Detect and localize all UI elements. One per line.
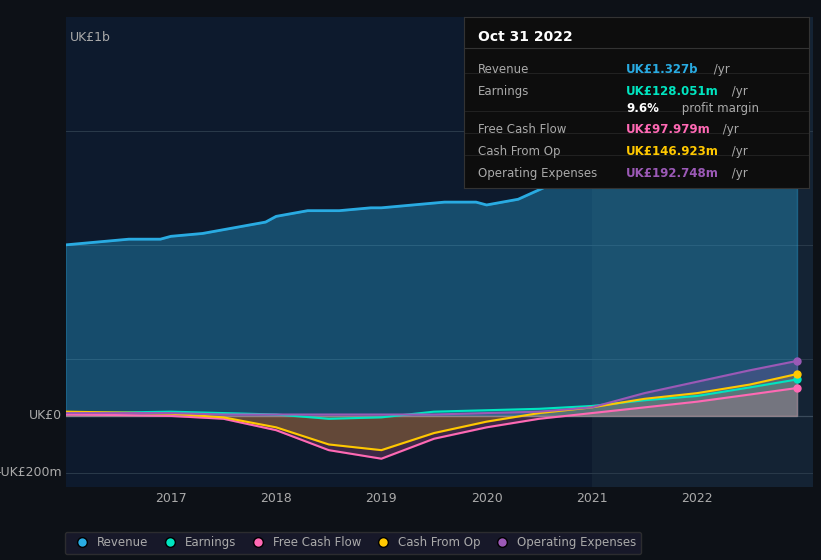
Text: /yr: /yr: [719, 123, 739, 136]
Text: UK£1.327b: UK£1.327b: [626, 63, 699, 76]
Text: UK£192.748m: UK£192.748m: [626, 167, 719, 180]
Text: Earnings: Earnings: [478, 85, 529, 98]
Text: 9.6%: 9.6%: [626, 102, 658, 115]
Text: /yr: /yr: [728, 145, 748, 158]
Text: UK£128.051m: UK£128.051m: [626, 85, 718, 98]
Text: Cash From Op: Cash From Op: [478, 145, 560, 158]
Text: UK£1b: UK£1b: [70, 31, 110, 44]
Text: profit margin: profit margin: [677, 102, 759, 115]
Text: UK£97.979m: UK£97.979m: [626, 123, 711, 136]
Text: UK£0: UK£0: [29, 409, 62, 422]
Bar: [592, 17, 813, 487]
Text: UK£146.923m: UK£146.923m: [626, 145, 719, 158]
Text: Revenue: Revenue: [478, 63, 529, 76]
Text: Free Cash Flow: Free Cash Flow: [478, 123, 566, 136]
Text: Operating Expenses: Operating Expenses: [478, 167, 597, 180]
Text: /yr: /yr: [728, 85, 748, 98]
Text: /yr: /yr: [728, 167, 748, 180]
Legend: Revenue, Earnings, Free Cash Flow, Cash From Op, Operating Expenses: Revenue, Earnings, Free Cash Flow, Cash …: [65, 531, 641, 554]
Text: /yr: /yr: [709, 63, 730, 76]
Text: Oct 31 2022: Oct 31 2022: [478, 30, 572, 44]
Text: -UK£200m: -UK£200m: [0, 466, 62, 479]
